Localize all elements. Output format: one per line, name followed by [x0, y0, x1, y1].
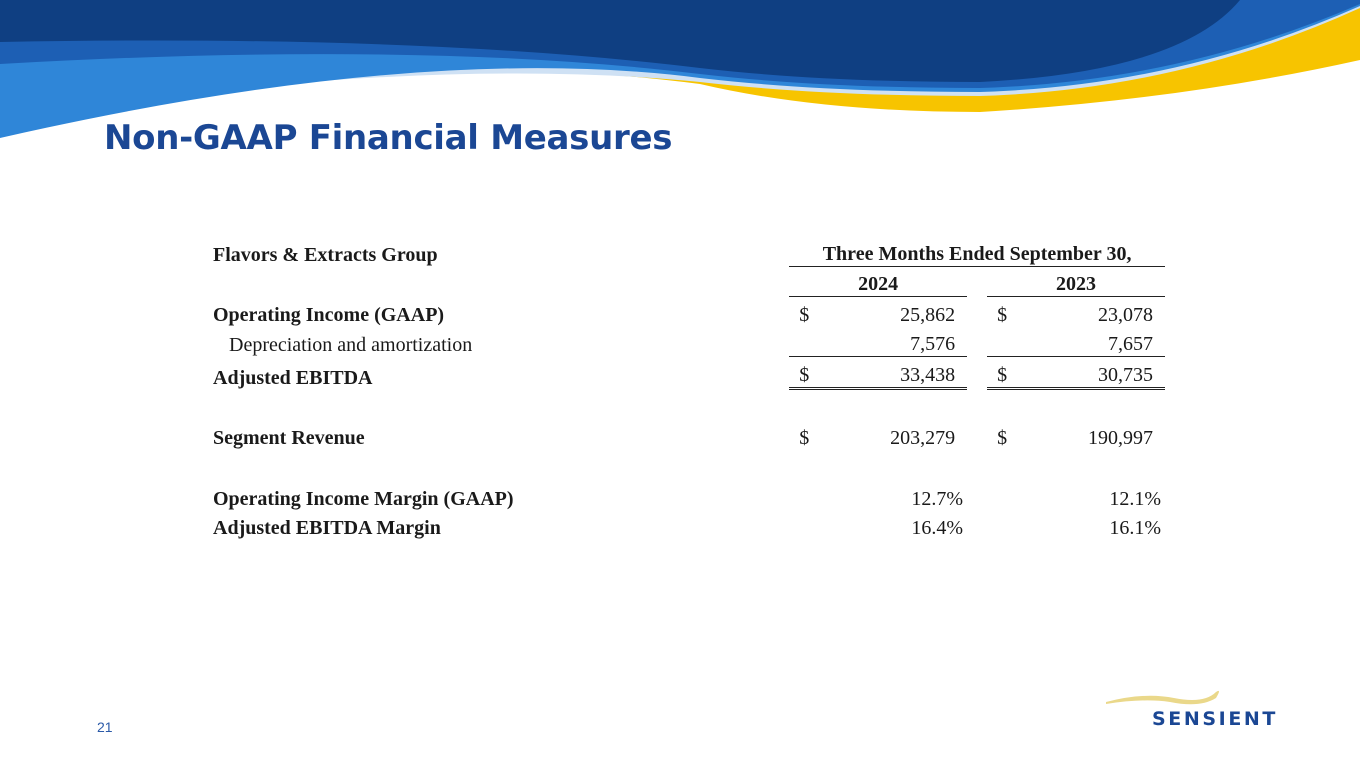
adjusted-ebitda-margin-label: Adjusted EBITDA Margin [213, 517, 441, 539]
operating-income-margin-2024: 12.7% [911, 487, 964, 510]
adjusted-ebitda-margin-2023: 16.1% [1109, 517, 1161, 539]
currency-symbol: $ [997, 303, 1008, 326]
table-row: Adjusted EBITDA $ 33,438 $ 30,735 [205, 357, 1165, 390]
period-header: Three Months Ended September 30, [789, 236, 1165, 267]
table-row: Operating Income Margin (GAAP) 12.7% 12.… [205, 481, 1165, 511]
logo-wordmark: SENSIENT [1152, 708, 1278, 730]
wave-dark-blue-band [0, 0, 1240, 82]
table-header-row: Flavors & Extracts Group Three Months En… [205, 236, 1165, 267]
table-row: Operating Income (GAAP) $ 25,862 $ 23,07… [205, 297, 1165, 327]
adjusted-ebitda-2023: 30,735 [1017, 357, 1165, 390]
segment-revenue-label: Segment Revenue [213, 427, 365, 449]
segment-label: Flavors & Extracts Group [213, 243, 438, 266]
currency-symbol: $ [987, 357, 1018, 390]
spacer-row [205, 450, 1165, 481]
adjusted-ebitda-2024: 33,438 [819, 357, 968, 390]
table-row: Depreciation and amortization 7,576 7,65… [205, 327, 1165, 357]
header-wave-banner [0, 0, 1360, 138]
table-row: Segment Revenue $ 203,279 $ 190,997 [205, 421, 1165, 451]
currency-symbol: $ [799, 303, 810, 326]
page-number: 21 [97, 719, 113, 735]
page-title: Non-GAAP Financial Measures [104, 118, 673, 158]
logo-swoosh-icon [1106, 690, 1219, 705]
segment-revenue-2024: 203,279 [890, 427, 956, 449]
table-row: Adjusted EBITDA Margin 16.4% 16.1% [205, 511, 1165, 541]
adjusted-ebitda-label: Adjusted EBITDA [213, 366, 373, 389]
operating-income-margin-2023: 12.1% [1109, 487, 1161, 510]
depreciation-label: Depreciation and amortization [229, 334, 473, 356]
adjusted-ebitda-margin-2024: 16.4% [911, 517, 964, 539]
operating-income-margin-label: Operating Income Margin (GAAP) [213, 487, 514, 510]
year-2024-header: 2024 [789, 267, 968, 297]
currency-symbol: $ [997, 427, 1008, 449]
segment-revenue-2023: 190,997 [1088, 427, 1153, 449]
depreciation-2023: 7,657 [1017, 327, 1165, 357]
operating-income-2024: 25,862 [900, 303, 956, 326]
operating-income-2023: 23,078 [1098, 303, 1153, 326]
operating-income-label: Operating Income (GAAP) [213, 303, 445, 326]
currency-symbol: $ [799, 427, 810, 449]
spacer-row [205, 390, 1165, 421]
year-header-row: 2024 2023 [205, 267, 1165, 297]
depreciation-2024: 7,576 [819, 327, 968, 357]
year-2023-header: 2023 [987, 267, 1165, 297]
sensient-logo: SENSIENT [1104, 686, 1284, 736]
currency-symbol: $ [789, 357, 820, 390]
adjusted-ebitda-table: Flavors & Extracts Group Three Months En… [205, 236, 1165, 540]
